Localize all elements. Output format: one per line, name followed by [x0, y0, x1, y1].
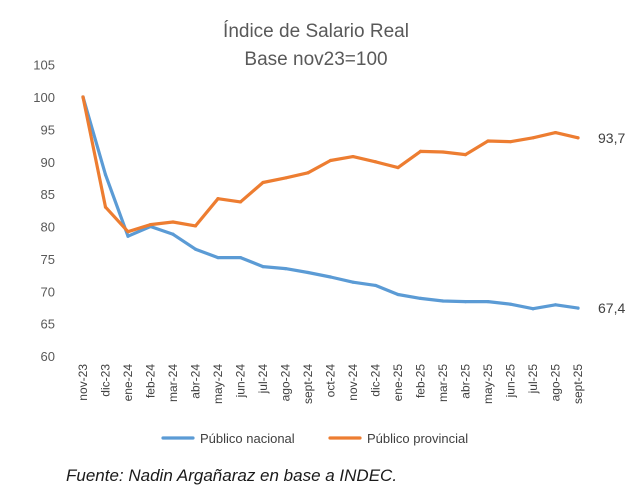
chart-subtitle: Base nov23=100	[244, 49, 387, 70]
x-tick-label: mar-25	[436, 364, 450, 402]
data-point	[171, 232, 175, 236]
legend-label: Público nacional	[200, 431, 295, 446]
x-tick-label: nov-24	[346, 364, 360, 401]
x-tick-label: nov-23	[76, 364, 90, 401]
data-point	[396, 292, 400, 297]
y-tick-label: 80	[41, 220, 55, 235]
data-point	[216, 197, 220, 201]
data-point	[441, 299, 445, 303]
data-point	[193, 224, 198, 228]
x-tick-label: abr-25	[459, 364, 473, 399]
x-tick-label: sept-24	[301, 364, 315, 404]
x-tick-label: dic-24	[369, 364, 383, 397]
data-point	[328, 158, 333, 163]
data-point	[351, 154, 355, 159]
data-point	[418, 149, 423, 153]
data-point	[103, 205, 108, 209]
chart-title: Índice de Salario Real	[223, 21, 409, 42]
data-point	[261, 265, 265, 269]
end-value-label: 67,4	[598, 300, 625, 316]
data-point	[193, 247, 198, 251]
data-point	[126, 234, 130, 238]
source-note: Fuente: Nadin Argañaraz en base a INDEC.	[66, 466, 398, 485]
data-point	[531, 136, 535, 140]
data-point	[306, 270, 310, 275]
y-tick-label: 85	[41, 187, 55, 202]
data-point	[396, 165, 400, 170]
x-tick-label: mar-24	[166, 364, 180, 402]
data-point	[81, 95, 85, 99]
data-point	[261, 180, 265, 185]
y-tick-label: 65	[41, 317, 55, 332]
data-point	[553, 303, 558, 307]
x-tick-label: feb-24	[144, 364, 158, 398]
data-point	[283, 176, 288, 180]
x-tick-label: abr-24	[189, 364, 203, 399]
y-tick-label: 75	[41, 252, 55, 267]
x-tick-label: jun-24	[234, 364, 248, 399]
data-point	[463, 300, 468, 304]
x-tick-label: may-25	[481, 364, 495, 404]
y-tick-label: 105	[33, 58, 55, 73]
data-point	[351, 280, 355, 284]
x-tick-label: oct-24	[324, 364, 338, 398]
data-point	[463, 153, 468, 157]
data-point	[508, 302, 513, 306]
data-point	[486, 139, 490, 143]
x-tick-label: ene-24	[121, 364, 135, 402]
series-line-publico-provincial	[81, 95, 580, 234]
data-point	[418, 296, 423, 300]
data-point	[373, 283, 378, 288]
data-point	[486, 300, 490, 304]
x-tick-label: feb-25	[414, 364, 428, 398]
legend-label: Público provincial	[367, 431, 468, 446]
x-tick-label: dic-23	[99, 364, 113, 397]
data-point	[216, 255, 220, 260]
data-point	[373, 160, 378, 164]
data-point	[126, 230, 130, 234]
legend: Público nacional Público provincial	[161, 431, 468, 446]
data-point	[103, 173, 108, 177]
y-tick-label: 60	[41, 349, 55, 364]
y-tick-label: 70	[41, 284, 55, 299]
data-point	[576, 136, 580, 140]
y-tick-label: 100	[33, 90, 55, 105]
end-value-label: 93,7	[598, 130, 625, 146]
data-point	[171, 220, 175, 224]
x-axis: nov-23 dic-23 ene-24 feb-24 mar-24 abr-24 may-…	[76, 364, 585, 404]
data-point	[238, 200, 243, 204]
x-tick-label: ene-25	[391, 364, 405, 402]
data-point	[283, 266, 288, 271]
y-tick-label: 90	[41, 155, 55, 170]
data-point	[148, 222, 153, 227]
series-layer: 67,4 93,7	[81, 95, 625, 316]
x-tick-label: ago-25	[549, 364, 563, 402]
data-point	[441, 150, 445, 154]
data-point	[238, 255, 243, 260]
x-tick-label: jun-25	[504, 364, 518, 399]
x-tick-label: jul-24	[256, 364, 270, 395]
data-point	[531, 307, 535, 311]
y-axis: 60 65 70 75 80 85 90 95 100 105	[33, 58, 55, 364]
data-point	[553, 131, 558, 135]
x-tick-label: sept-25	[571, 364, 585, 404]
data-point	[508, 140, 513, 144]
data-point	[306, 171, 310, 175]
data-point	[576, 306, 580, 310]
x-tick-label: jul-25	[526, 364, 540, 395]
data-point	[328, 275, 333, 279]
x-tick-label: ago-24	[279, 364, 293, 402]
x-tick-label: may-24	[211, 364, 225, 404]
y-tick-label: 95	[41, 122, 55, 137]
